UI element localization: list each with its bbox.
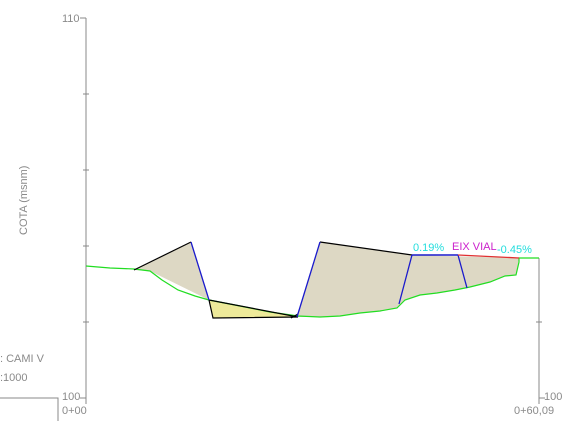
x-end-label: 0+60,09 (514, 405, 554, 417)
right-fill-outline (319, 241, 413, 256)
grade-line (457, 254, 520, 259)
grade-left-label: 0.19% (413, 242, 444, 254)
side-title-line2: :1000 (0, 372, 28, 384)
slope-line-3 (398, 254, 413, 305)
x-start-label: 0+00 (62, 405, 87, 417)
title-block-border (0, 397, 59, 421)
left-fill-outline (133, 241, 192, 271)
slope-line-4 (457, 254, 468, 289)
slope-line-2 (296, 241, 321, 318)
right-small-slope (290, 313, 299, 319)
axis-name-label: EIX VIAL (452, 241, 497, 253)
ditch-outline (208, 299, 299, 319)
left-fill-area (134, 242, 209, 300)
y-right-bottom-label: 100 (544, 391, 562, 403)
slope-line-1 (190, 241, 210, 301)
y-top-label: 110 (62, 13, 80, 25)
grade-right-label: -0.45% (497, 244, 532, 256)
y-bottom-label: 100 (62, 391, 80, 403)
terrain-line (85, 257, 539, 318)
right-fill-area (297, 242, 519, 317)
y-axis-title: COTA (msnm) (18, 166, 30, 235)
side-title-line1: : CAMI V (0, 353, 45, 365)
